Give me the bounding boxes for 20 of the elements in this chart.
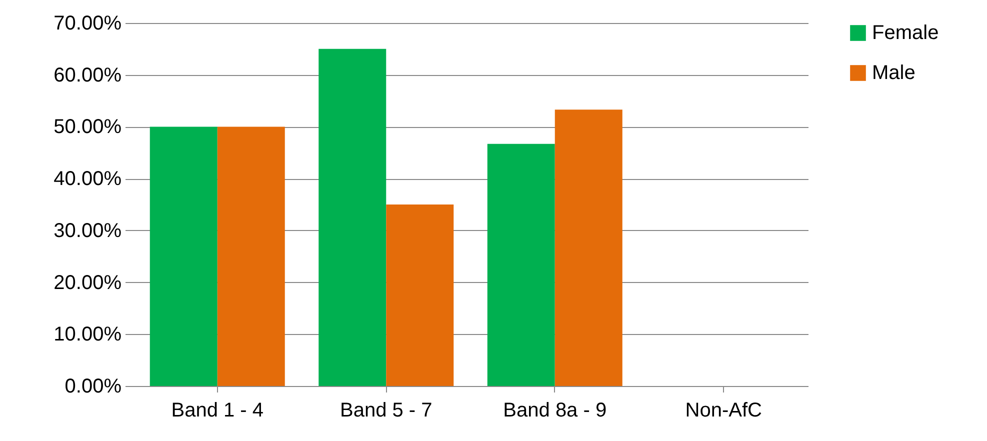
y-tick-label: 0.00% — [64, 376, 122, 398]
bar — [318, 48, 386, 386]
bar — [150, 126, 218, 386]
bar — [386, 204, 454, 386]
legend-label: Male — [872, 62, 916, 84]
y-tick-label: 70.00% — [54, 12, 122, 34]
y-tick-label: 20.00% — [54, 272, 122, 294]
x-tick-label: Band 8a - 9 — [503, 400, 607, 422]
y-tick-label: 50.00% — [54, 116, 122, 138]
x-tick-label: Band 5 - 7 — [340, 400, 432, 422]
y-tick-label: 30.00% — [54, 220, 122, 242]
bar — [554, 110, 622, 386]
y-tick-label: 60.00% — [54, 64, 122, 86]
y-tick-label: 40.00% — [54, 168, 122, 190]
bar — [487, 144, 555, 386]
x-tick-label: Band 1 - 4 — [171, 400, 264, 422]
bar — [217, 126, 285, 386]
legend-label: Female — [872, 22, 939, 44]
y-tick-label: 10.00% — [54, 324, 122, 346]
x-tick-label: Non-AfC — [685, 400, 762, 422]
